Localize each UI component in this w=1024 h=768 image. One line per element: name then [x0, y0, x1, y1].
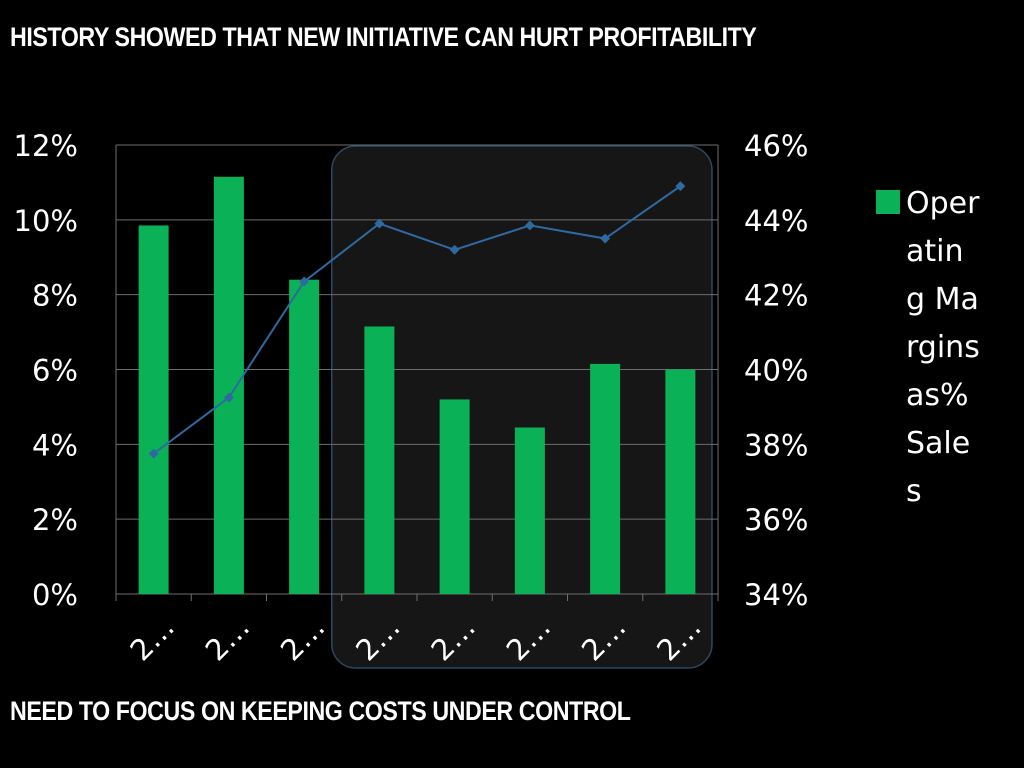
slide-footer: NEED TO FOCUS ON KEEPING COSTS UNDER CON…	[10, 696, 631, 726]
y-left-tick-label: 12%	[14, 129, 78, 163]
y-right-tick-label: 40%	[744, 354, 808, 388]
y-right-tick-label: 38%	[744, 428, 808, 462]
y-left-tick-label: 6%	[32, 354, 78, 388]
y-right-tick-label: 44%	[744, 204, 808, 238]
bar	[439, 399, 470, 594]
bar	[289, 279, 320, 594]
line-point	[449, 244, 460, 255]
line-point	[600, 233, 611, 244]
y-right-tick-label: 42%	[744, 279, 808, 313]
y-right-tick-label: 34%	[744, 578, 808, 612]
bar	[665, 369, 696, 594]
y-left-tick-label: 8%	[32, 279, 78, 313]
bar	[514, 427, 545, 594]
line-series	[153, 185, 681, 455]
line-point	[524, 220, 535, 231]
bar	[138, 225, 169, 594]
legend-swatch-icon	[876, 190, 900, 214]
line-point	[374, 218, 385, 229]
line-point	[148, 448, 159, 459]
line-point	[299, 276, 310, 287]
y-right-tick-label: 36%	[744, 503, 808, 537]
y-right-tick-label: 46%	[744, 129, 808, 163]
chart-legend: Operating Margins as% Sales	[876, 180, 986, 516]
bar	[590, 363, 621, 594]
y-left-tick-label: 2%	[32, 503, 78, 537]
bar	[364, 326, 395, 594]
y-left-tick-label: 0%	[32, 578, 78, 612]
x-category-label: 2…	[199, 610, 257, 668]
y-left-tick-label: 10%	[14, 204, 78, 238]
x-category-label: 2…	[274, 610, 332, 668]
y-left-tick-label: 4%	[32, 428, 78, 462]
x-category-label: 2…	[123, 610, 181, 668]
legend-label-operating-margins: Operating Margins as% Sales	[906, 186, 980, 509]
slide-title: HISTORY SHOWED THAT NEW INITIATIVE CAN H…	[10, 22, 757, 52]
line-point	[675, 181, 686, 192]
bar	[213, 176, 244, 594]
line-point	[223, 392, 234, 403]
